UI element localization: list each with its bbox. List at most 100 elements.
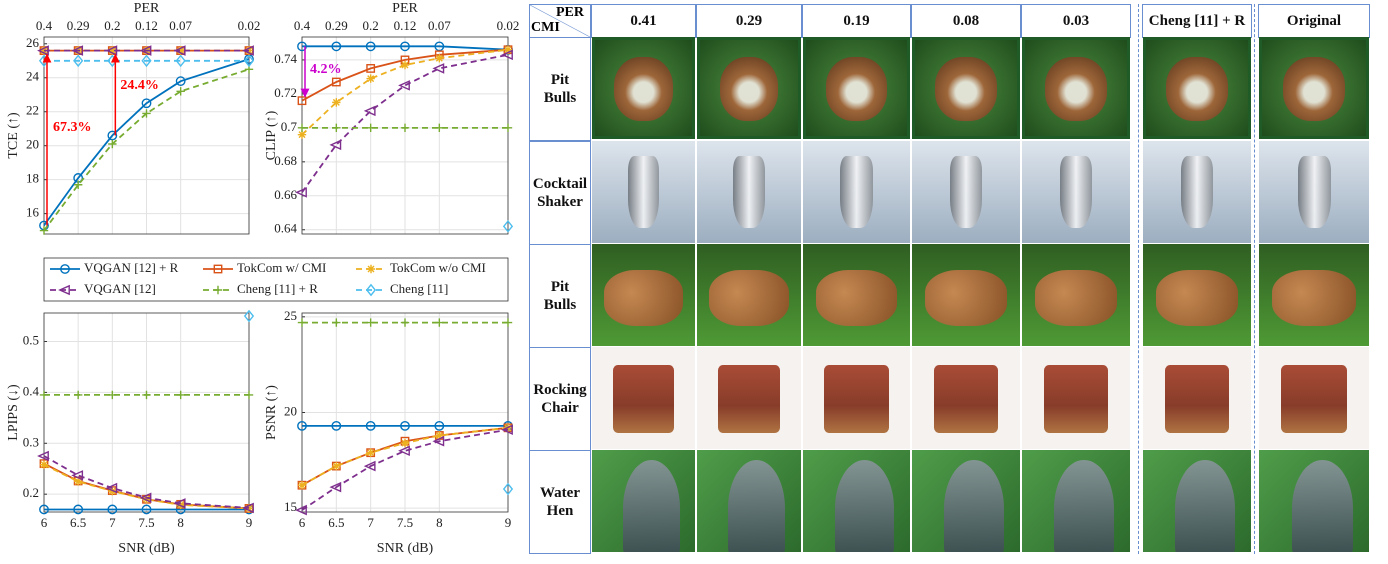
marker xyxy=(295,187,307,198)
x-tick-label: 6.5 xyxy=(328,515,344,530)
marker xyxy=(366,318,375,327)
marker xyxy=(365,41,376,52)
marker xyxy=(435,318,444,327)
marker xyxy=(108,390,117,400)
image-content xyxy=(933,365,999,433)
legend-label: VQGAN [12] + R xyxy=(84,260,179,275)
row-label: Cocktail Shaker xyxy=(529,141,591,245)
y-tick-label: 24 xyxy=(26,69,40,84)
y-tick-label: 0.68 xyxy=(274,153,297,168)
marker xyxy=(332,123,341,133)
y-tick-label: 22 xyxy=(26,103,39,118)
marker xyxy=(58,284,70,296)
image xyxy=(1259,244,1369,346)
image-content xyxy=(1180,156,1214,228)
image-content xyxy=(628,156,659,228)
image-content xyxy=(733,156,765,228)
x-tick-label: 8 xyxy=(177,515,184,530)
series-line xyxy=(43,455,250,509)
x2-tick-label: 0.29 xyxy=(67,18,90,33)
axes-frame xyxy=(301,312,509,513)
x-tick-label: 9 xyxy=(505,515,512,530)
marker xyxy=(366,264,376,274)
marker xyxy=(363,105,376,117)
x2-tick-label: 0.12 xyxy=(135,18,158,33)
marker xyxy=(39,226,49,235)
x2-tick-label: 0.4 xyxy=(36,18,53,33)
x2-tick-label: 0.07 xyxy=(428,18,451,33)
marker xyxy=(244,390,254,400)
marker xyxy=(139,45,152,56)
x-tick-label: 7 xyxy=(109,515,116,530)
marker xyxy=(503,123,513,133)
image-content xyxy=(709,269,789,326)
marker xyxy=(332,461,341,471)
x2-tick-label: 0.2 xyxy=(104,18,120,33)
column-header: 0.29 xyxy=(696,4,802,38)
marker xyxy=(331,41,342,52)
image xyxy=(803,141,910,243)
image xyxy=(592,37,695,139)
series-line xyxy=(301,428,509,511)
image-content xyxy=(835,460,894,552)
corner-top: PER xyxy=(556,5,584,20)
marker xyxy=(297,481,307,490)
image-content xyxy=(1155,269,1239,326)
separator xyxy=(1138,4,1139,554)
separator xyxy=(1254,4,1255,554)
marker xyxy=(398,445,410,457)
image-content xyxy=(924,269,1008,326)
marker xyxy=(243,309,255,323)
marker xyxy=(176,46,185,55)
image-content xyxy=(1034,269,1118,326)
image xyxy=(697,347,801,449)
marker xyxy=(105,482,118,494)
image xyxy=(592,347,695,449)
image-content xyxy=(935,57,997,121)
image-content xyxy=(1297,156,1331,228)
column-header: Cheng [11] + R xyxy=(1142,4,1252,38)
legend: VQGAN [12] + R TokCom w/ CMI TokCom w/o CM… xyxy=(43,257,509,302)
marker xyxy=(73,180,83,189)
image xyxy=(1022,450,1130,552)
marker xyxy=(501,49,513,61)
image xyxy=(912,141,1020,243)
marker xyxy=(73,504,84,515)
x2-tick-label: 0.29 xyxy=(325,18,348,33)
marker xyxy=(295,504,307,516)
row-label: Pit Bulls xyxy=(529,37,591,141)
image xyxy=(912,347,1020,449)
image xyxy=(912,37,1020,139)
x-tick-label: 6.5 xyxy=(70,515,86,530)
marker xyxy=(242,502,254,514)
annotation: 24.4% xyxy=(120,78,159,93)
annotation: 4.2% xyxy=(310,62,342,77)
series-line xyxy=(301,48,509,102)
image-content xyxy=(614,57,673,121)
marker xyxy=(502,220,514,233)
image xyxy=(912,244,1020,346)
image xyxy=(697,37,801,139)
marker xyxy=(213,285,223,295)
marker xyxy=(297,318,307,327)
marker xyxy=(173,498,186,509)
series-line xyxy=(43,68,250,232)
series-line xyxy=(301,426,509,486)
image xyxy=(1143,450,1251,552)
image xyxy=(1022,244,1130,346)
image xyxy=(592,450,695,552)
image-content xyxy=(826,57,887,121)
image-content xyxy=(604,269,683,326)
x-axis-label: SNR (dB) xyxy=(377,541,434,556)
image-content xyxy=(1175,460,1235,552)
legend-label: Cheng [11] + R xyxy=(237,281,318,296)
x-tick-label: 6 xyxy=(41,515,48,530)
marker xyxy=(142,390,151,400)
column-header: 0.41 xyxy=(591,4,696,38)
marker xyxy=(105,45,118,56)
y-tick-label: 0.64 xyxy=(274,221,297,236)
column-header: Original xyxy=(1258,4,1370,38)
image xyxy=(697,141,801,243)
marker xyxy=(503,45,513,54)
column-header: 0.08 xyxy=(911,4,1021,38)
